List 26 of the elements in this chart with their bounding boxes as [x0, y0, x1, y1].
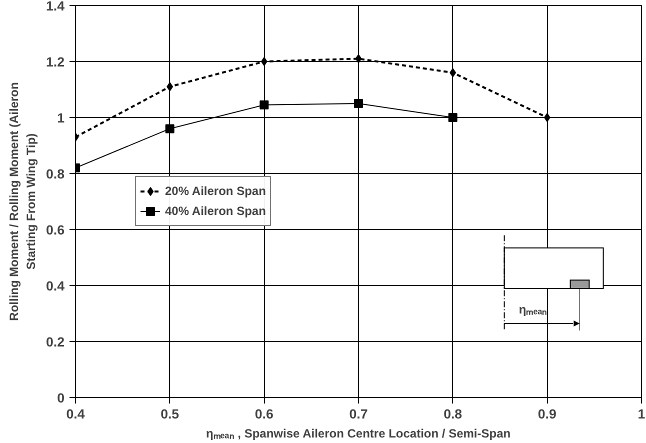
x-axis-title: ηₘₑₐₙ , Spanwise Aileron Centre Location / Semi-Span: [206, 426, 511, 440]
y-tick-label: 0: [57, 390, 65, 406]
point: [165, 124, 174, 134]
x-tick-label: 0.5: [160, 406, 180, 422]
y-tick-label: 1: [57, 110, 66, 126]
y-tick-label: 1.2: [46, 54, 65, 70]
y-tick-label: 0.2: [46, 334, 65, 350]
point: [448, 113, 458, 122]
y-tick-label: 0.6: [46, 222, 65, 238]
y-tick-label: 1.4: [46, 0, 66, 14]
annotation: ηₘₑₐₙ: [518, 302, 548, 316]
y-tick-label: 0.8: [46, 166, 65, 182]
x-tick-label: 0.8: [444, 406, 462, 422]
point: [261, 57, 268, 66]
point: [260, 100, 269, 110]
x-tick-label: 0.7: [349, 406, 368, 422]
point: [544, 113, 550, 122]
y-axis-title: Rolling Moment / Rolling Moment (Aileron Starting From Wing Tip): [7, 82, 38, 321]
legend-label: 20% Aileron Span: [165, 184, 266, 198]
x-tick-label: 0.9: [538, 406, 556, 422]
x-tick-label: 0.6: [254, 406, 274, 422]
legend-label: 40% Aileron Span: [165, 204, 266, 218]
y-tick-label: 0.4: [46, 278, 66, 294]
point: [354, 99, 363, 108]
x-tick-label: 1: [638, 406, 646, 422]
point: [355, 54, 362, 64]
